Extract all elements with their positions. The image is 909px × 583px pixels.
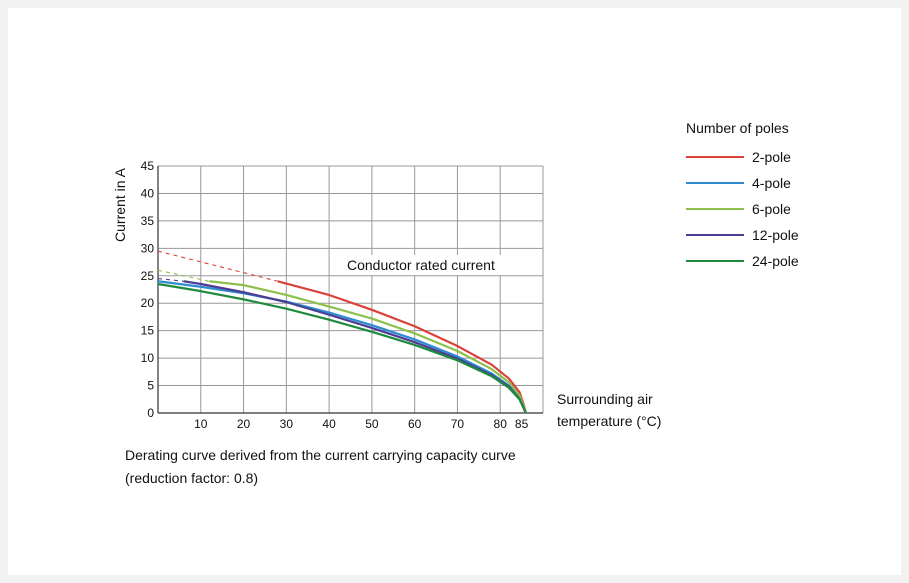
y-tick-label: 20 — [141, 296, 155, 310]
series-line-12-pole — [183, 280, 527, 414]
y-axis-label: Current in A — [112, 167, 128, 242]
legend-label-6-pole: 6-pole — [752, 201, 791, 217]
x-tick-label: 20 — [237, 417, 251, 431]
series-line-4-pole — [157, 280, 527, 414]
y-tick-label: 30 — [141, 241, 155, 255]
legend-label-2-pole: 2-pole — [752, 149, 791, 165]
x-axis-label-line-1: Surrounding air — [557, 391, 653, 407]
annotation-background — [343, 255, 503, 275]
caption-line-2: (reduction factor: 0.8) — [125, 470, 258, 486]
series-dashed-6-pole — [157, 269, 210, 282]
x-tick-label: 50 — [365, 417, 379, 431]
y-tick-labels: 0 5 10 15 20 25 30 35 40 45 — [141, 159, 155, 420]
legend-title: Number of poles — [686, 120, 789, 136]
series-line-24-pole — [157, 282, 527, 414]
series-lines — [157, 250, 527, 414]
legend: 2-pole 4-pole 6-pole 12-pole 24-pole — [686, 149, 799, 269]
y-tick-label: 25 — [141, 269, 155, 283]
legend-label-24-pole: 24-pole — [752, 253, 799, 269]
y-tick-label: 10 — [141, 351, 155, 365]
x-tick-label: 85 — [515, 417, 529, 431]
annotation-conductor-rated-current: Conductor rated current — [347, 257, 495, 273]
caption-line-1: Derating curve derived from the current … — [125, 447, 516, 463]
legend-label-12-pole: 12-pole — [752, 227, 799, 243]
series-line-6-pole — [209, 280, 527, 414]
x-tick-label: 80 — [494, 417, 508, 431]
x-tick-labels: 10 20 30 40 50 60 70 80 85 — [194, 417, 529, 431]
y-tick-label: 45 — [141, 159, 155, 173]
chart-card — [8, 8, 901, 575]
x-tick-label: 40 — [322, 417, 336, 431]
legend-label-4-pole: 4-pole — [752, 175, 791, 191]
x-tick-label: 60 — [408, 417, 422, 431]
x-tick-label: 70 — [451, 417, 465, 431]
y-tick-label: 35 — [141, 214, 155, 228]
y-tick-label: 15 — [141, 324, 155, 338]
x-axis-label-line-2: temperature (°C) — [557, 413, 661, 429]
series-line-2-pole — [277, 280, 527, 414]
y-tick-label: 40 — [141, 186, 155, 200]
y-tick-label: 0 — [147, 406, 154, 420]
series-dashed-2-pole — [157, 250, 278, 282]
x-tick-label: 10 — [194, 417, 208, 431]
x-tick-label: 30 — [280, 417, 294, 431]
y-tick-label: 5 — [147, 379, 154, 393]
